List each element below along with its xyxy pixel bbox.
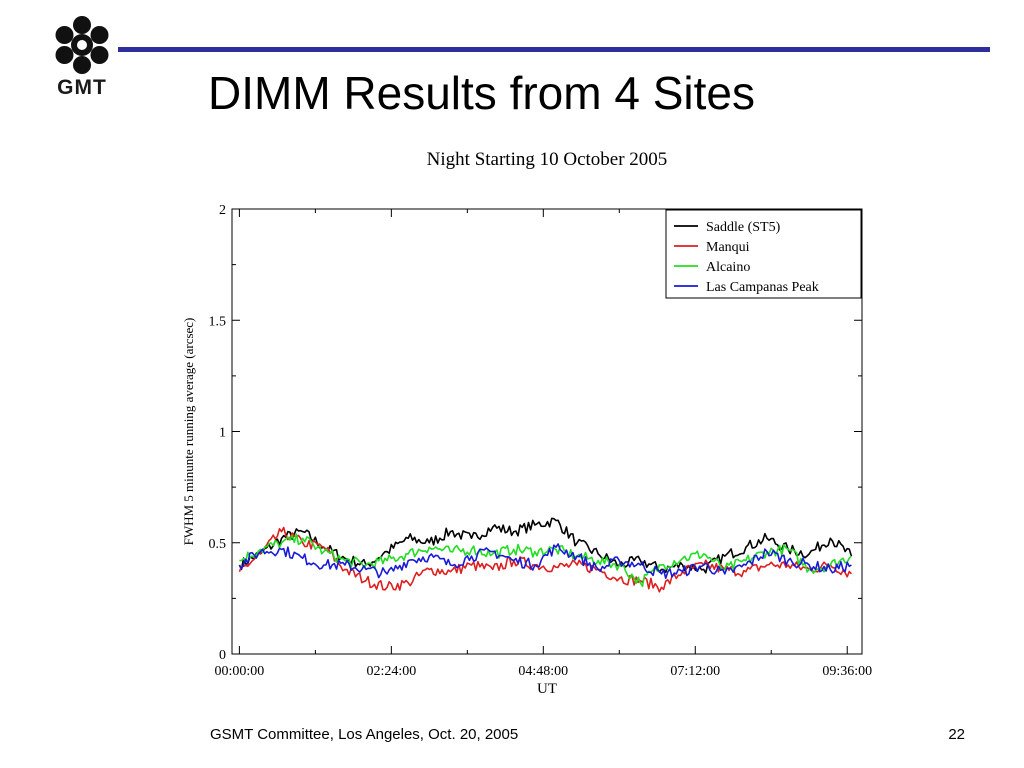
title-rule (118, 47, 990, 52)
series-line-2 (238, 526, 853, 593)
legend-label: Las Campanas Peak (706, 280, 819, 295)
x-axis-label: UT (537, 681, 557, 697)
page-number: 22 (948, 726, 965, 743)
chart-container: Night Starting 10 October 2005 00:00:00 02… (175, 135, 905, 700)
footer-text: GSMT Committee, Los Angeles, Oct. 20, 20… (210, 726, 519, 743)
chart-title: Night Starting 10 October 2005 (427, 149, 668, 170)
y-axis-label: FWHM 5 minunte running average (arcsec) (181, 318, 196, 546)
legend-label: Saddle (ST5) (706, 220, 781, 235)
gmt-logo-mark (55, 16, 109, 74)
legend-box (665, 209, 862, 299)
y-tick-label: 0 (219, 648, 226, 663)
y-tick-label: 1 (219, 426, 226, 441)
slide-title: DIMM Results from 4 Sites (208, 67, 755, 119)
series-line-1 (238, 517, 853, 574)
gmt-logo: GMT (48, 14, 116, 104)
x-tick-label: 07:12:00 (670, 664, 720, 679)
y-tick-label: 1.5 (209, 314, 227, 329)
legend-label: Manqui (706, 240, 750, 255)
legend-label: Alcaino (706, 260, 750, 275)
y-tick-label: 0.5 (209, 537, 227, 552)
logo-text: GMT (57, 76, 107, 99)
y-tick-label: 2 (219, 203, 226, 218)
series-line-4 (238, 543, 852, 579)
x-tick-label: 09:36:00 (822, 664, 872, 679)
x-tick-label: 00:00:00 (214, 664, 264, 679)
x-tick-label: 04:48:00 (518, 664, 568, 679)
series-line-3 (239, 533, 852, 588)
x-tick-label: 02:24:00 (366, 664, 416, 679)
